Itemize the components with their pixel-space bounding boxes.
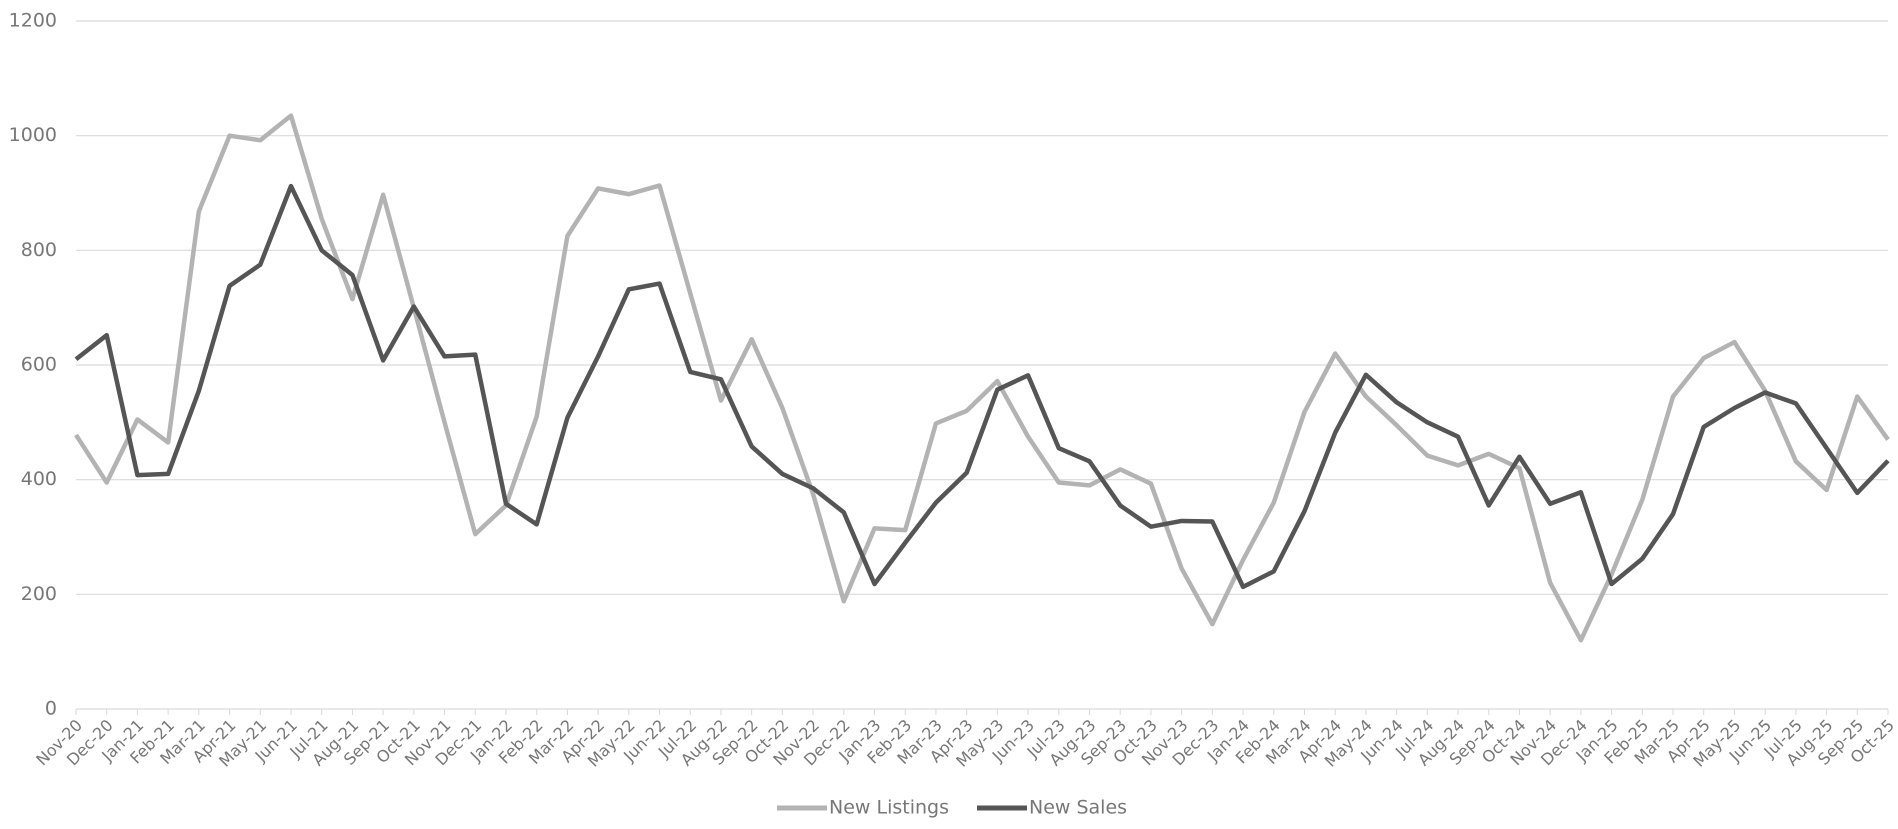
y-tick-label: 200	[21, 583, 57, 605]
y-tick-label: 1200	[9, 10, 57, 32]
y-tick-label: 600	[21, 354, 57, 376]
y-tick-label: 400	[21, 468, 57, 490]
y-tick-label: 0	[45, 698, 57, 720]
series-line	[74, 183, 1890, 590]
y-tick-label: 1000	[9, 124, 57, 146]
y-tick-label: 800	[21, 239, 57, 261]
series-line	[74, 113, 1890, 643]
legend-label: New Listings	[829, 797, 949, 819]
legend-label: New Sales	[1029, 797, 1127, 819]
